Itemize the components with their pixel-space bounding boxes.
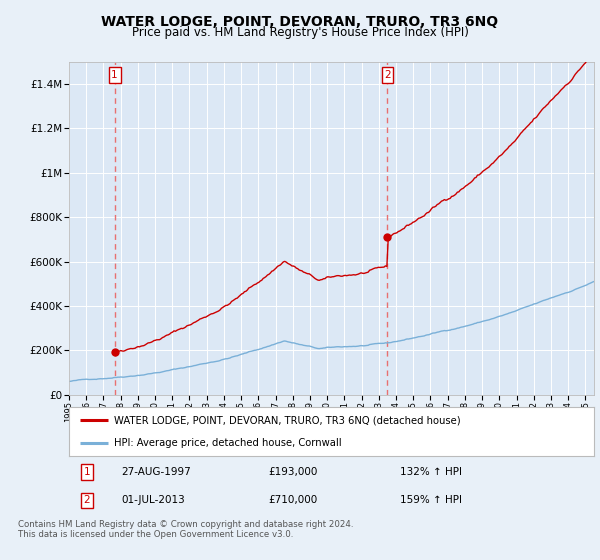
Text: £710,000: £710,000	[269, 496, 318, 506]
Text: 2: 2	[384, 70, 391, 80]
Text: 27-AUG-1997: 27-AUG-1997	[121, 467, 191, 477]
Text: 2: 2	[83, 496, 90, 506]
Text: £193,000: £193,000	[269, 467, 318, 477]
Text: Price paid vs. HM Land Registry's House Price Index (HPI): Price paid vs. HM Land Registry's House …	[131, 26, 469, 39]
Text: WATER LODGE, POINT, DEVORAN, TRURO, TR3 6NQ: WATER LODGE, POINT, DEVORAN, TRURO, TR3 …	[101, 15, 499, 29]
Text: 132% ↑ HPI: 132% ↑ HPI	[400, 467, 462, 477]
Text: HPI: Average price, detached house, Cornwall: HPI: Average price, detached house, Corn…	[113, 438, 341, 448]
Text: 01-JUL-2013: 01-JUL-2013	[121, 496, 185, 506]
Text: 1: 1	[112, 70, 118, 80]
Text: 159% ↑ HPI: 159% ↑ HPI	[400, 496, 462, 506]
Text: Contains HM Land Registry data © Crown copyright and database right 2024.
This d: Contains HM Land Registry data © Crown c…	[18, 520, 353, 539]
Text: 1: 1	[83, 467, 90, 477]
Text: WATER LODGE, POINT, DEVORAN, TRURO, TR3 6NQ (detached house): WATER LODGE, POINT, DEVORAN, TRURO, TR3 …	[113, 416, 460, 426]
